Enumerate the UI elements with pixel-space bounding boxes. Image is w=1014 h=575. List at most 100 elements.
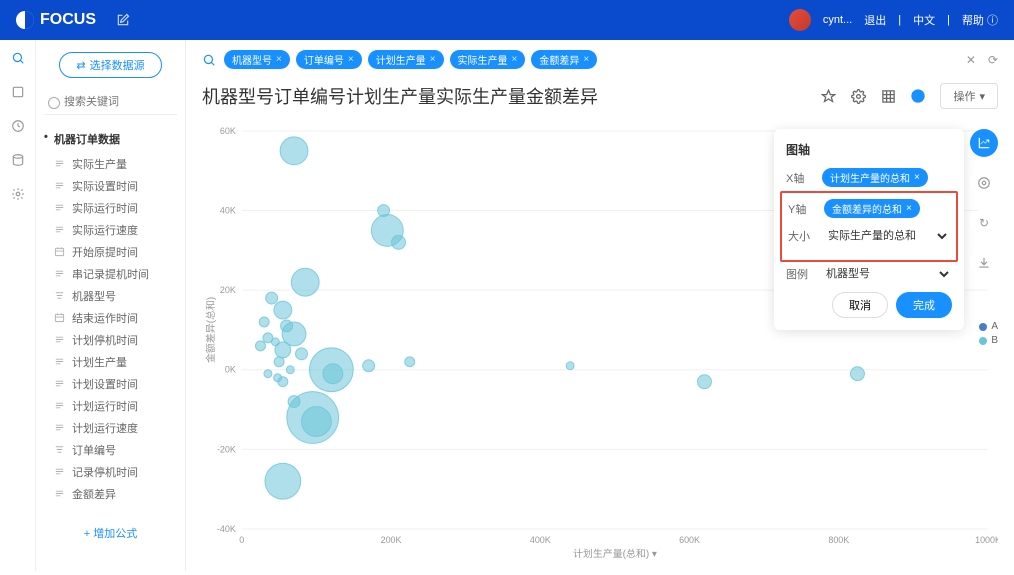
divider: | — [898, 14, 901, 26]
field-item[interactable]: 计划运行时间 — [44, 395, 177, 417]
field-type-icon — [54, 246, 66, 258]
query-chip[interactable]: 计划生产量× — [368, 50, 444, 69]
field-type-icon — [54, 488, 66, 500]
y-axis-row: Y轴 金额差异的总和× — [788, 199, 950, 218]
field-type-icon — [54, 202, 66, 214]
field-label: 记录停机时间 — [72, 464, 138, 480]
download-icon[interactable] — [970, 249, 998, 277]
field-item[interactable]: 结束运作时间 — [44, 307, 177, 329]
lang-link[interactable]: 中文 — [913, 12, 935, 28]
legend-select[interactable]: 机器型号 — [822, 267, 952, 281]
edit-icon[interactable] — [116, 13, 130, 27]
close-icon[interactable]: × — [348, 54, 354, 65]
operation-button[interactable]: 操作 ▾ — [940, 83, 998, 109]
size-label: 大小 — [788, 228, 816, 244]
svg-text:-20K: -20K — [217, 444, 236, 454]
dataset-title[interactable]: 机器订单数据 — [44, 127, 177, 153]
add-formula-button[interactable]: + 增加公式 — [44, 525, 177, 541]
query-chips: 机器型号× 订单编号× 计划生产量× 实际生产量× 金额差异× — [224, 50, 597, 69]
legend-dot — [979, 323, 987, 331]
query-chip[interactable]: 机器型号× — [224, 50, 290, 69]
field-item[interactable]: 计划运行速度 — [44, 417, 177, 439]
nav-page-icon[interactable] — [10, 84, 26, 100]
main: 机器型号× 订单编号× 计划生产量× 实际生产量× 金额差异× ✕ ⟳ 机器型号 订单编号… — [186, 40, 1014, 571]
right-tool-rail: ↻ — [970, 129, 998, 277]
pin-icon[interactable] — [820, 88, 836, 104]
chart-legend: AB — [979, 321, 998, 349]
field-label: 开始原提时间 — [72, 244, 138, 260]
field-item[interactable]: 实际生产量 — [44, 153, 177, 175]
field-label: 结束运作时间 — [72, 310, 138, 326]
y-axis-chip[interactable]: 金额差异的总和× — [824, 199, 920, 218]
close-icon[interactable]: × — [906, 203, 912, 214]
query-chip[interactable]: 实际生产量× — [450, 50, 526, 69]
x-axis-row: X轴 计划生产量的总和× — [786, 168, 952, 187]
axis-config-icon[interactable] — [970, 129, 998, 157]
logo[interactable]: FOCUS — [16, 11, 96, 29]
x-axis-chip[interactable]: 计划生产量的总和× — [822, 168, 928, 187]
nav-search-icon[interactable] — [10, 50, 26, 66]
logo-icon — [16, 11, 34, 29]
nav-db-icon[interactable] — [10, 152, 26, 168]
field-item[interactable]: 计划停机时间 — [44, 329, 177, 351]
table-icon[interactable] — [880, 88, 896, 104]
svg-text:-40K: -40K — [217, 524, 236, 534]
field-label: 计划运行速度 — [72, 420, 138, 436]
help-link[interactable]: 帮助 ⓘ — [962, 12, 998, 28]
field-item[interactable]: 订单编号 — [44, 439, 177, 461]
field-list: 实际生产量实际设置时间实际运行时间实际运行速度开始原提时间串记录提机时间机器型号… — [44, 153, 177, 505]
field-type-icon — [54, 422, 66, 434]
refresh-chart-icon[interactable]: ↻ — [970, 209, 998, 237]
svg-text:200K: 200K — [381, 535, 402, 545]
field-item[interactable]: 计划生产量 — [44, 351, 177, 373]
nav-clock-icon[interactable] — [10, 118, 26, 134]
field-label: 计划生产量 — [72, 354, 127, 370]
size-select[interactable]: 实际生产量的总和 — [824, 229, 950, 243]
legend-dot — [979, 337, 987, 345]
close-icon[interactable]: × — [430, 54, 436, 65]
query-chip[interactable]: 订单编号× — [296, 50, 362, 69]
clear-icon[interactable]: ✕ — [966, 53, 976, 67]
field-item[interactable]: 实际运行时间 — [44, 197, 177, 219]
field-label: 计划运行时间 — [72, 398, 138, 414]
close-icon[interactable]: × — [583, 54, 589, 65]
cancel-button[interactable]: 取消 — [832, 292, 888, 318]
field-item[interactable]: 记录停机时间 — [44, 461, 177, 483]
search-icon[interactable] — [202, 53, 216, 67]
y-axis-label: Y轴 — [788, 201, 816, 217]
field-item[interactable]: 串记录提机时间 — [44, 263, 177, 285]
highlight-box: Y轴 金额差异的总和× 大小 实际生产量的总和 — [780, 191, 958, 262]
field-item[interactable]: 实际运行速度 — [44, 219, 177, 241]
close-icon[interactable]: × — [914, 172, 920, 183]
avatar[interactable] — [789, 9, 811, 31]
sidebar: ⇄ 选择数据源 机器订单数据 实际生产量实际设置时间实际运行时间实际运行速度开始… — [36, 40, 186, 571]
nav-settings-icon[interactable] — [10, 186, 26, 202]
query-bar: 机器型号× 订单编号× 计划生产量× 实际生产量× 金额差异× ✕ ⟳ — [186, 40, 1014, 79]
legend-item[interactable]: B — [979, 335, 998, 346]
search-input[interactable] — [44, 90, 177, 115]
field-type-icon — [54, 334, 66, 346]
field-label: 串记录提机时间 — [72, 266, 149, 282]
field-item[interactable]: 金额差异 — [44, 483, 177, 505]
username[interactable]: cynt... — [823, 14, 852, 26]
confirm-button[interactable]: 完成 — [896, 292, 952, 318]
field-item[interactable]: 机器型号 — [44, 285, 177, 307]
field-item[interactable]: 实际设置时间 — [44, 175, 177, 197]
svg-text:计划生产量(总和) ▾: 计划生产量(总和) ▾ — [573, 547, 657, 559]
query-chip[interactable]: 金额差异× — [531, 50, 597, 69]
select-datasource-button[interactable]: ⇄ 选择数据源 — [59, 52, 161, 78]
style-config-icon[interactable] — [970, 169, 998, 197]
refresh-icon[interactable]: ⟳ — [988, 53, 998, 67]
close-icon[interactable]: × — [512, 54, 518, 65]
field-item[interactable]: 计划设置时间 — [44, 373, 177, 395]
close-icon[interactable]: × — [276, 54, 282, 65]
field-label: 金额差异 — [72, 486, 116, 502]
settings-icon[interactable] — [850, 88, 866, 104]
pie-chart-icon[interactable] — [910, 88, 926, 104]
legend-item[interactable]: A — [979, 321, 998, 332]
field-label: 计划设置时间 — [72, 376, 138, 392]
field-label: 订单编号 — [72, 442, 116, 458]
svg-text:60K: 60K — [220, 126, 236, 136]
logout-link[interactable]: 退出 — [864, 12, 886, 28]
field-item[interactable]: 开始原提时间 — [44, 241, 177, 263]
